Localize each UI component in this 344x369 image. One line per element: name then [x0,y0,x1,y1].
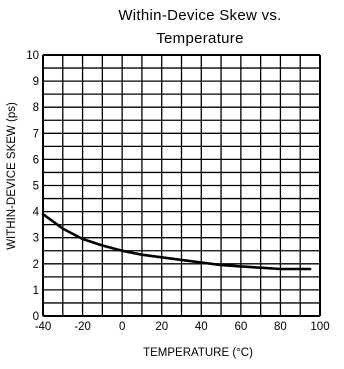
x-tick-label: 20 [155,321,168,333]
y-tick-label: 3 [33,233,39,245]
chart-series [41,212,312,271]
x-tick-label: 0 [119,321,125,333]
x-tick-labels: -40 -20 0 20 40 60 80 100 [35,321,330,333]
x-tick-label: -40 [35,321,52,333]
series-line [41,212,312,271]
y-tick-label: 2 [33,259,39,271]
chart-title: Within-Device Skew vs. Temperature [118,7,281,47]
y-tick-label: 7 [33,128,39,140]
y-tick-label: 8 [33,102,39,114]
y-tick-label: 1 [33,285,39,297]
y-tick-labels: 0 1 2 3 4 5 6 7 8 9 10 [26,50,39,323]
y-tick-label: 6 [33,154,39,166]
y-tick-label: 4 [33,207,40,219]
x-tick-label: 80 [274,321,287,333]
y-tick-label: 10 [26,50,39,62]
y-axis-label: WITHIN-DEVICE SKEW (ps) [6,102,18,250]
x-axis-label: TEMPERATURE (°C) [143,347,253,359]
chart-title-line-1: Within-Device Skew vs. [118,7,281,24]
chart-title-line-2: Temperature [156,30,244,47]
y-tick-label: 9 [33,76,39,88]
x-tick-label: -20 [74,321,91,333]
x-tick-label: 40 [195,321,208,333]
x-tick-label: 100 [310,321,329,333]
x-tick-label: 60 [234,321,247,333]
y-tick-label: 5 [33,181,39,193]
y-tick-label: 0 [33,311,39,323]
chart-grid [42,54,321,317]
